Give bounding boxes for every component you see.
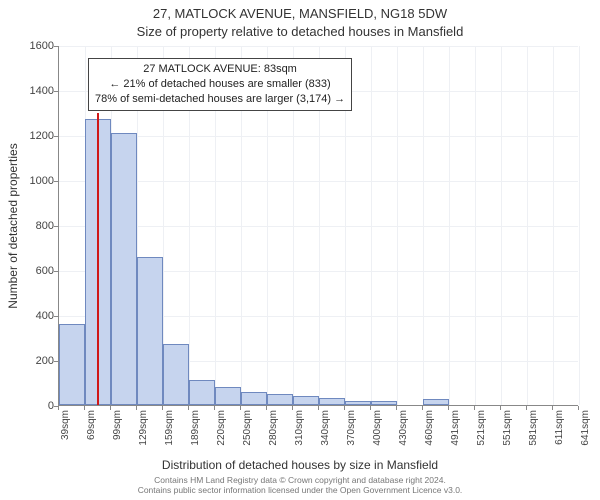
x-tick-label: 69sqm <box>86 410 97 460</box>
x-tick-label: 370sqm <box>346 410 357 460</box>
x-tick-mark <box>448 406 449 410</box>
y-tick-mark <box>54 271 58 272</box>
x-tick-mark <box>500 406 501 410</box>
x-tick-label: 430sqm <box>398 410 409 460</box>
x-tick-label: 581sqm <box>528 410 539 460</box>
histogram-bar <box>137 257 163 406</box>
y-tick-label: 800 <box>14 220 54 232</box>
x-tick-label: 99sqm <box>112 410 123 460</box>
gridline-v <box>553 46 554 405</box>
annotation-line1: 27 MATLOCK AVENUE: 83sqm <box>95 62 345 77</box>
x-tick-label: 551sqm <box>502 410 513 460</box>
y-tick-mark <box>54 46 58 47</box>
chart-title-line2: Size of property relative to detached ho… <box>0 24 600 39</box>
gridline-v <box>449 46 450 405</box>
x-tick-label: 189sqm <box>190 410 201 460</box>
histogram-bar <box>241 392 267 406</box>
x-tick-mark <box>552 406 553 410</box>
y-tick-label: 200 <box>14 355 54 367</box>
x-tick-mark <box>292 406 293 410</box>
x-tick-mark <box>474 406 475 410</box>
x-tick-mark <box>396 406 397 410</box>
x-tick-mark <box>136 406 137 410</box>
x-tick-label: 39sqm <box>60 410 71 460</box>
gridline-v <box>423 46 424 405</box>
x-tick-label: 159sqm <box>164 410 175 460</box>
y-tick-mark <box>54 226 58 227</box>
y-tick-label: 1400 <box>14 85 54 97</box>
x-tick-mark <box>578 406 579 410</box>
histogram-bar <box>371 401 397 406</box>
x-tick-label: 611sqm <box>554 410 565 460</box>
y-tick-mark <box>54 136 58 137</box>
x-tick-label: 491sqm <box>450 410 461 460</box>
x-tick-label: 310sqm <box>294 410 305 460</box>
gridline-v <box>501 46 502 405</box>
x-tick-mark <box>344 406 345 410</box>
annotation-box: 27 MATLOCK AVENUE: 83sqm ← 21% of detach… <box>88 58 352 111</box>
footer: Contains HM Land Registry data © Crown c… <box>0 475 600 495</box>
y-tick-label: 1000 <box>14 175 54 187</box>
y-tick-label: 600 <box>14 265 54 277</box>
histogram-bar <box>215 387 241 405</box>
y-tick-mark <box>54 181 58 182</box>
histogram-bar <box>319 398 345 405</box>
histogram-bar <box>189 380 215 405</box>
footer-line2: Contains public sector information licen… <box>0 485 600 495</box>
x-tick-mark <box>370 406 371 410</box>
y-tick-mark <box>54 316 58 317</box>
chart-container: 27, MATLOCK AVENUE, MANSFIELD, NG18 5DW … <box>0 0 600 500</box>
y-tick-mark <box>54 361 58 362</box>
annotation-line2: ← 21% of detached houses are smaller (83… <box>95 77 345 92</box>
x-tick-label: 460sqm <box>424 410 435 460</box>
x-axis-label: Distribution of detached houses by size … <box>0 458 600 472</box>
x-tick-mark <box>318 406 319 410</box>
y-tick-label: 0 <box>14 400 54 412</box>
x-tick-mark <box>162 406 163 410</box>
y-tick-label: 1200 <box>14 130 54 142</box>
x-tick-label: 641sqm <box>580 410 591 460</box>
y-tick-label: 400 <box>14 310 54 322</box>
x-tick-mark <box>266 406 267 410</box>
x-tick-mark <box>526 406 527 410</box>
gridline-v <box>475 46 476 405</box>
annotation-line3: 78% of semi-detached houses are larger (… <box>95 92 345 107</box>
histogram-bar <box>267 394 293 405</box>
x-tick-mark <box>84 406 85 410</box>
chart-title-line1: 27, MATLOCK AVENUE, MANSFIELD, NG18 5DW <box>0 6 600 21</box>
x-tick-label: 220sqm <box>216 410 227 460</box>
x-tick-mark <box>110 406 111 410</box>
x-tick-mark <box>188 406 189 410</box>
histogram-bar <box>59 324 85 405</box>
y-tick-mark <box>54 91 58 92</box>
x-tick-label: 521sqm <box>476 410 487 460</box>
gridline-v <box>579 46 580 405</box>
gridline-v <box>397 46 398 405</box>
x-tick-label: 400sqm <box>372 410 383 460</box>
histogram-bar <box>111 133 137 405</box>
histogram-bar <box>293 396 319 405</box>
x-tick-mark <box>240 406 241 410</box>
x-tick-label: 129sqm <box>138 410 149 460</box>
x-tick-label: 280sqm <box>268 410 279 460</box>
x-tick-label: 250sqm <box>242 410 253 460</box>
x-tick-label: 340sqm <box>320 410 331 460</box>
histogram-bar <box>163 344 189 405</box>
y-tick-label: 1600 <box>14 40 54 52</box>
x-tick-mark <box>422 406 423 410</box>
marker-line <box>97 113 99 406</box>
gridline-v <box>527 46 528 405</box>
x-tick-mark <box>214 406 215 410</box>
histogram-bar <box>345 401 371 406</box>
footer-line1: Contains HM Land Registry data © Crown c… <box>0 475 600 485</box>
gridline-v <box>371 46 372 405</box>
histogram-bar <box>423 399 449 405</box>
x-tick-mark <box>58 406 59 410</box>
